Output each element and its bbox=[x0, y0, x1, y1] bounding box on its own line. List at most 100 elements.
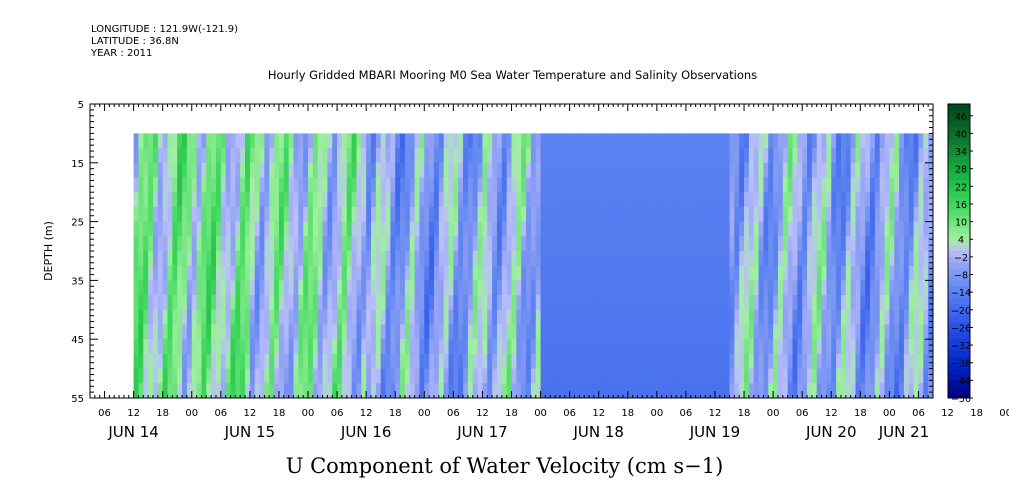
velocity-cell bbox=[598, 324, 605, 340]
velocity-cell bbox=[559, 265, 566, 281]
velocity-cell bbox=[278, 236, 285, 252]
velocity-cell bbox=[661, 192, 668, 208]
velocity-cell bbox=[734, 265, 740, 281]
velocity-cell bbox=[254, 353, 261, 370]
velocity-cell bbox=[322, 324, 328, 340]
colorbar-label: 10 bbox=[955, 218, 967, 229]
velocity-cell bbox=[545, 206, 551, 223]
velocity-cell bbox=[792, 339, 798, 355]
velocity-cell bbox=[448, 353, 454, 370]
velocity-cell bbox=[729, 177, 735, 193]
velocity-cell bbox=[777, 236, 784, 252]
velocity-cell bbox=[249, 368, 256, 384]
velocity-cell bbox=[758, 339, 764, 355]
velocity-cell bbox=[283, 265, 290, 281]
velocity-cell bbox=[501, 148, 508, 164]
velocity-cell bbox=[322, 148, 328, 164]
velocity-cell bbox=[763, 177, 769, 193]
velocity-cell bbox=[913, 133, 919, 149]
velocity-cell bbox=[666, 221, 672, 237]
velocity-cell bbox=[753, 177, 760, 193]
velocity-cell bbox=[148, 236, 154, 252]
velocity-cell bbox=[913, 236, 919, 252]
velocity-cell bbox=[463, 309, 469, 325]
x-tick-label: 06 bbox=[214, 408, 227, 419]
velocity-cell bbox=[608, 221, 614, 237]
velocity-cell bbox=[647, 280, 653, 296]
velocity-cell bbox=[298, 206, 304, 223]
velocity-cell bbox=[375, 295, 382, 311]
velocity-cell bbox=[264, 383, 270, 398]
velocity-cell bbox=[836, 265, 842, 281]
velocity-cell bbox=[719, 324, 726, 340]
velocity-cell bbox=[206, 221, 212, 237]
velocity-cell bbox=[453, 162, 459, 178]
velocity-cell bbox=[739, 265, 745, 281]
velocity-cell bbox=[884, 324, 890, 340]
velocity-cell bbox=[283, 309, 290, 325]
velocity-cell bbox=[797, 148, 803, 164]
velocity-cell bbox=[516, 383, 522, 398]
velocity-cell bbox=[637, 177, 643, 193]
velocity-cell bbox=[467, 221, 474, 237]
velocity-cell bbox=[782, 353, 789, 370]
velocity-cell bbox=[811, 265, 818, 281]
velocity-cell bbox=[409, 251, 416, 267]
velocity-cell bbox=[555, 177, 561, 193]
velocity-cell bbox=[826, 383, 832, 398]
velocity-cell bbox=[584, 295, 590, 311]
velocity-cell bbox=[879, 162, 886, 178]
velocity-cell bbox=[322, 353, 328, 370]
velocity-cell bbox=[191, 192, 198, 208]
velocity-cell bbox=[278, 162, 285, 178]
velocity-cell bbox=[245, 206, 251, 223]
velocity-cell bbox=[744, 324, 750, 340]
velocity-cell bbox=[361, 339, 367, 355]
velocity-cell bbox=[870, 339, 876, 355]
velocity-cell bbox=[545, 251, 551, 267]
velocity-cell bbox=[303, 309, 309, 325]
colorbar-band bbox=[948, 198, 970, 205]
velocity-cell bbox=[230, 177, 236, 193]
velocity-cell bbox=[472, 251, 479, 267]
velocity-cell bbox=[782, 206, 789, 223]
velocity-cell bbox=[913, 309, 919, 325]
velocity-cell bbox=[254, 368, 261, 384]
velocity-cell bbox=[375, 221, 382, 237]
velocity-cell bbox=[138, 353, 144, 370]
x-tick-label: 00 bbox=[650, 408, 663, 419]
velocity-cell bbox=[341, 133, 348, 149]
velocity-cell bbox=[274, 177, 280, 193]
velocity-cell bbox=[652, 162, 658, 178]
velocity-cell bbox=[521, 192, 527, 208]
velocity-cell bbox=[400, 206, 406, 223]
velocity-cell bbox=[351, 280, 357, 296]
velocity-cell bbox=[748, 162, 755, 178]
velocity-cell bbox=[467, 162, 474, 178]
velocity-cell bbox=[840, 177, 847, 193]
velocity-cell bbox=[240, 192, 246, 208]
velocity-cell bbox=[923, 339, 929, 355]
velocity-cell bbox=[492, 192, 498, 208]
velocity-cell bbox=[584, 236, 590, 252]
velocity-cell bbox=[172, 309, 178, 325]
velocity-cell bbox=[526, 206, 532, 223]
velocity-cell bbox=[584, 206, 590, 223]
colorbar-band bbox=[948, 227, 970, 234]
velocity-cell bbox=[293, 353, 299, 370]
velocity-cell bbox=[899, 368, 905, 384]
velocity-cell bbox=[298, 280, 304, 296]
velocity-cell bbox=[453, 236, 459, 252]
velocity-cell bbox=[182, 206, 188, 223]
x-axis-label: U Component of Water Velocity (cm s−1) bbox=[285, 454, 724, 478]
velocity-cell bbox=[705, 236, 711, 252]
velocity-cell bbox=[433, 368, 440, 384]
velocity-cell bbox=[739, 383, 745, 398]
velocity-cell bbox=[167, 309, 173, 325]
velocity-cell bbox=[351, 251, 357, 267]
velocity-cell bbox=[807, 353, 813, 370]
velocity-cell bbox=[298, 221, 304, 237]
velocity-cell bbox=[855, 221, 861, 237]
velocity-cell bbox=[874, 339, 881, 355]
